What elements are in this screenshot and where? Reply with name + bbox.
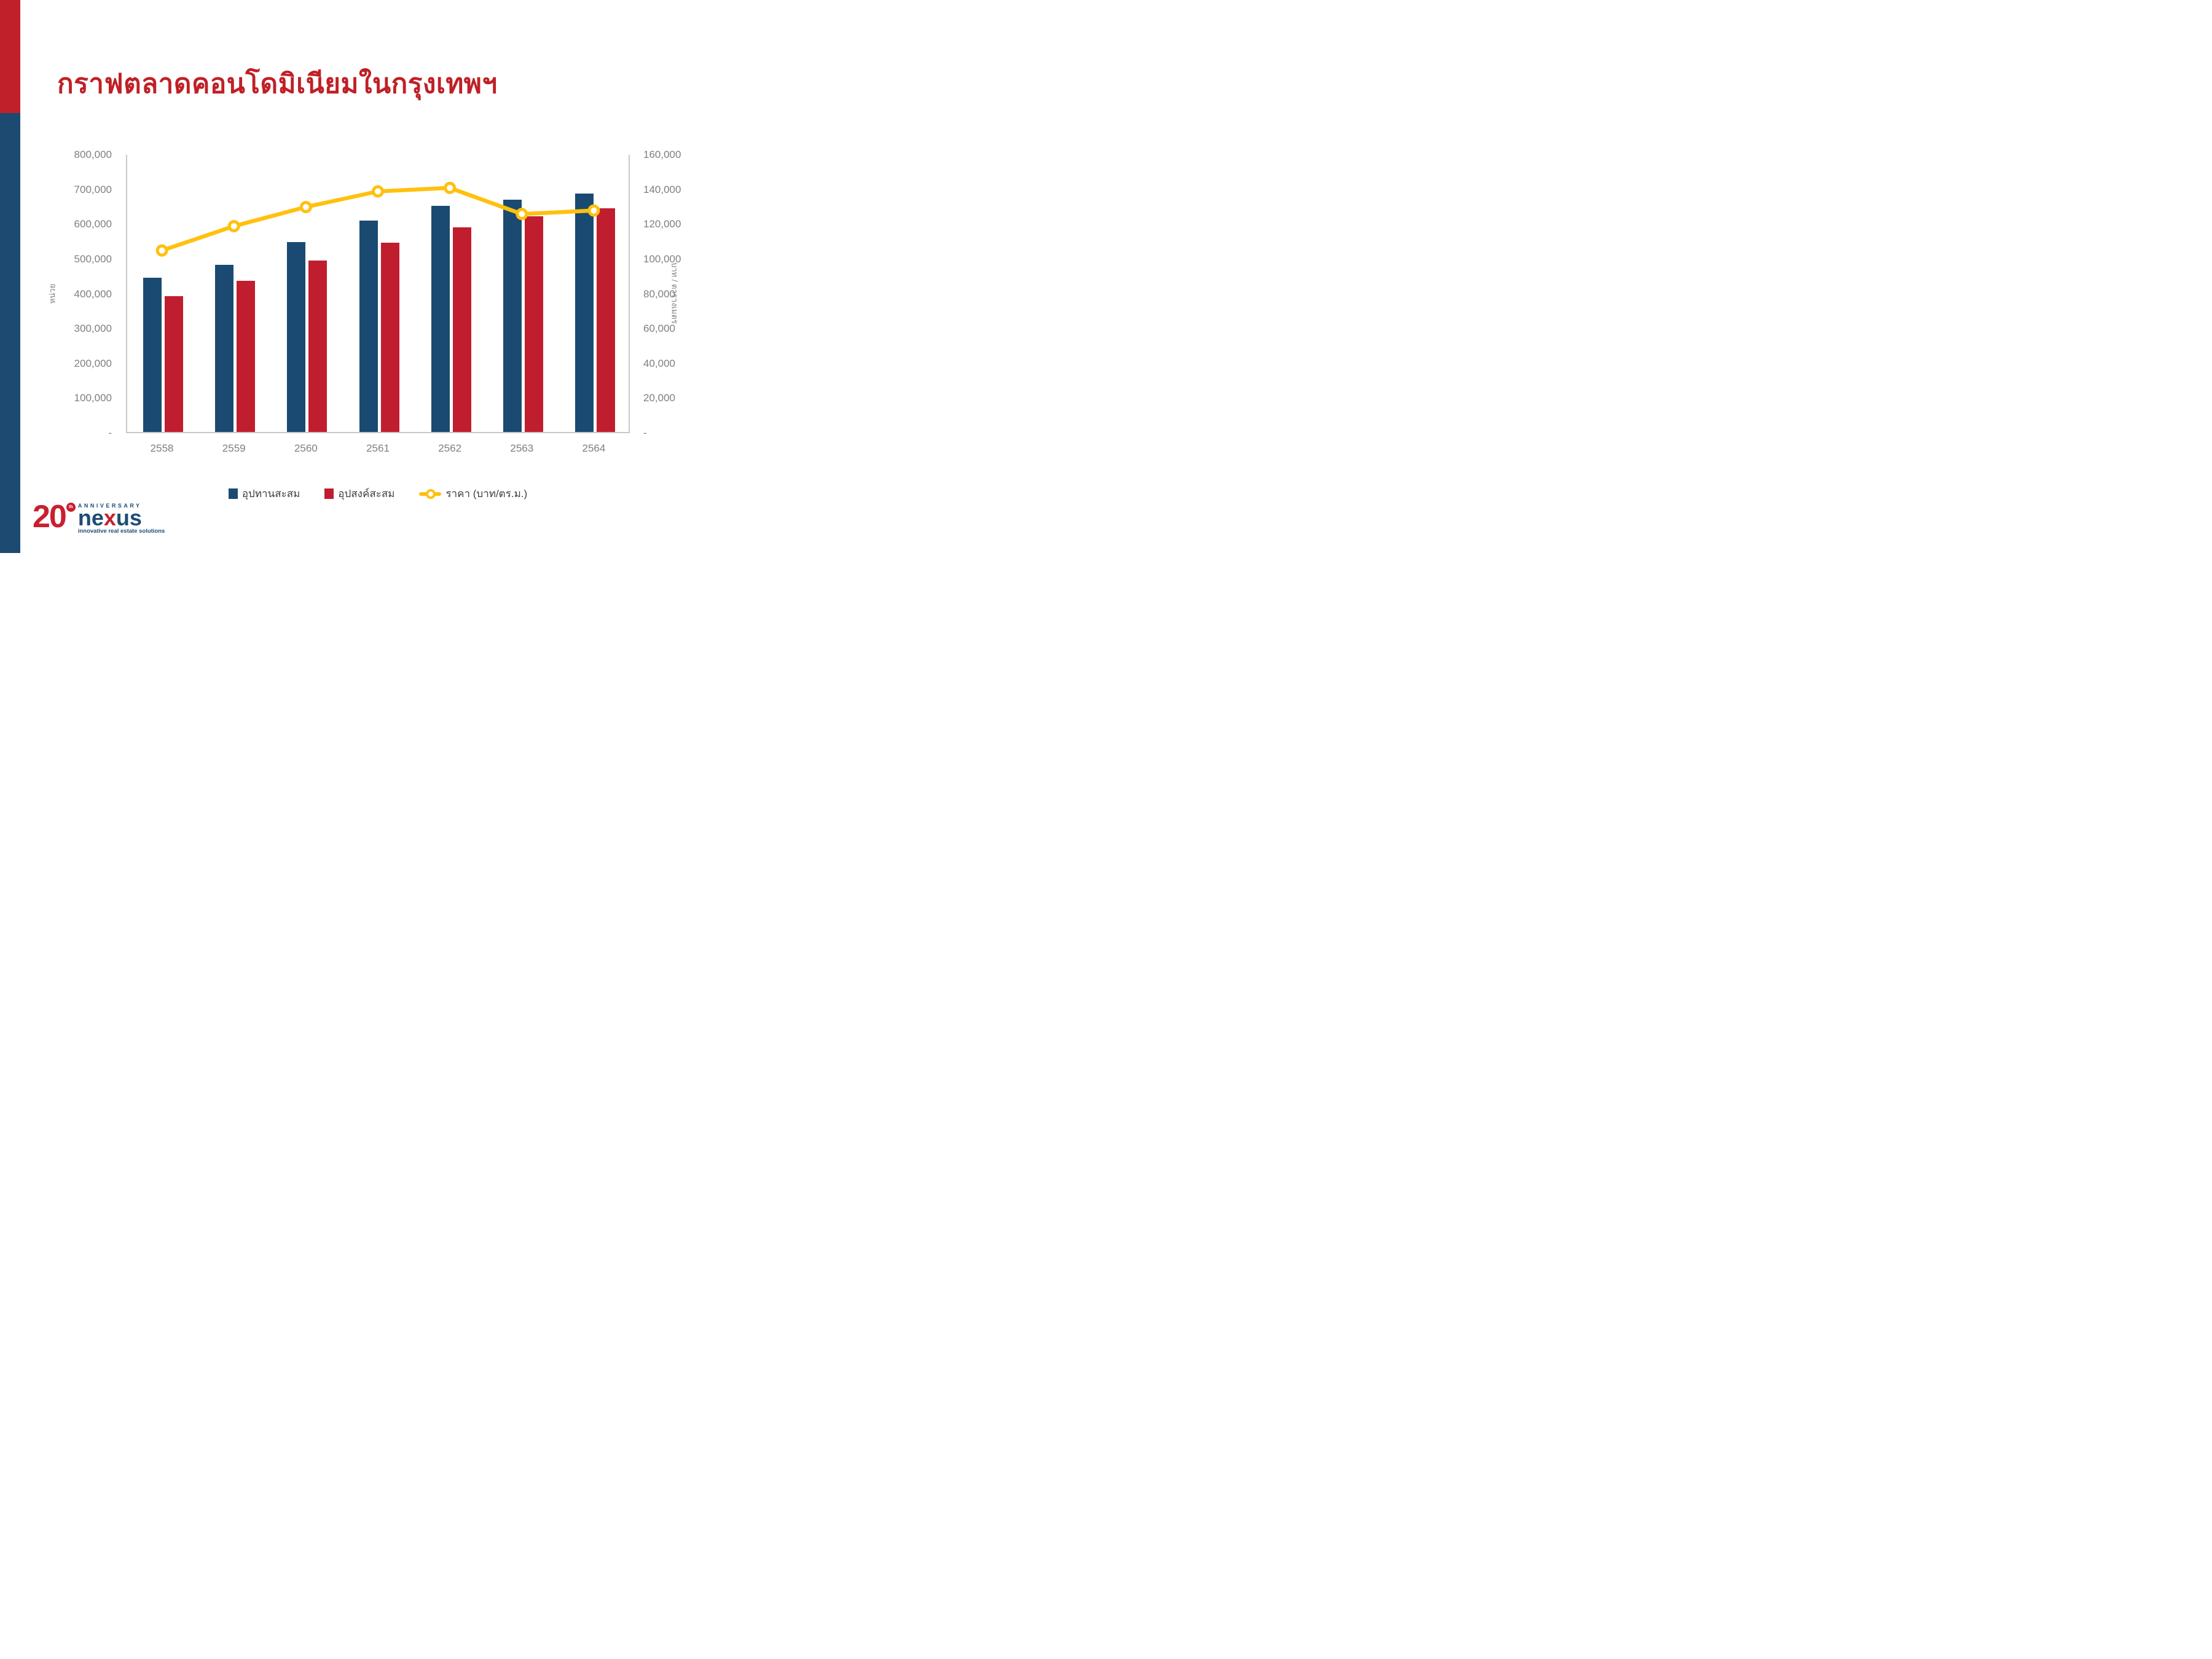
- slide-canvas: กราฟตลาดคอนโดมิเนียมในกรุงเทพฯ หน่วย บาท…: [0, 0, 737, 553]
- page-title: กราฟตลาดคอนโดมิเนียมในกรุงเทพฯ: [57, 69, 498, 100]
- left-axis-tick-label: 600,000: [74, 218, 112, 230]
- demand-bar-2564: [596, 208, 615, 432]
- supply-legend-label: อุปทานสะสม: [241, 488, 300, 500]
- logo-text-block: ANNIVERSARY nexus innovative real estate…: [78, 503, 165, 535]
- logo-nexus-us: us: [116, 505, 142, 530]
- demand-swatch: [324, 488, 334, 499]
- demand-bar-2558: [165, 296, 184, 432]
- accent-bar-red-segment: [0, 0, 20, 113]
- right-axis-tick-label: -: [643, 427, 647, 439]
- logo-tagline: innovative real estate solutions: [77, 528, 165, 535]
- left-accent-bar: [0, 0, 20, 553]
- right-axis-tick-label: 20,000: [643, 392, 675, 404]
- x-axis-label-2558: 2558: [150, 442, 174, 454]
- price-marker-2562: [444, 181, 457, 194]
- price-marker-2561: [372, 185, 384, 198]
- right-axis-tick-label: 120,000: [643, 218, 681, 230]
- supply-bar-2560: [287, 241, 306, 432]
- left-axis-tick-label: 200,000: [74, 357, 112, 369]
- legend-item-price: ราคา (บาท/ตร.ม.): [419, 485, 527, 502]
- supply-bar-2562: [431, 205, 450, 432]
- demand-bar-2563: [524, 216, 543, 432]
- x-axis-label-2563: 2563: [510, 442, 534, 454]
- price-marker-dot: [426, 488, 436, 499]
- logo-anniversary-text: ANNIVERSARY: [77, 503, 142, 509]
- x-axis-label-2561: 2561: [366, 442, 390, 454]
- price-legend-label: ราคา (บาท/ตร.ม.): [445, 488, 528, 500]
- supply-bar-2561: [359, 221, 378, 432]
- logo-number: 20: [33, 499, 67, 535]
- accent-bar-blue-segment: [0, 113, 20, 553]
- price-marker-2558: [155, 244, 168, 257]
- demand-bar-2562: [452, 227, 471, 432]
- price-line-marker-icon: [419, 488, 442, 500]
- right-axis-tick-label: 160,000: [643, 149, 681, 160]
- x-axis-label-2559: 2559: [222, 442, 246, 454]
- logo-nexus-ne: ne: [77, 505, 104, 530]
- chart-plot-area: [126, 155, 630, 433]
- supply-bar-2559: [215, 264, 234, 432]
- price-marker-2559: [227, 220, 240, 233]
- demand-legend-label: อุปสงค์สะสม: [338, 488, 395, 500]
- left-axis-tick-label: -: [108, 427, 112, 439]
- demand-bar-2561: [380, 242, 399, 432]
- supply-bar-2564: [575, 193, 594, 432]
- logo-nexus-x: x: [103, 505, 116, 530]
- x-axis-label-2560: 2560: [294, 442, 318, 454]
- logo-ordinal-badge: th: [66, 503, 76, 512]
- supply-bar-2563: [503, 199, 522, 432]
- price-marker-2564: [587, 204, 600, 217]
- supply-swatch: [228, 488, 238, 499]
- supply-bar-2558: [143, 278, 162, 432]
- left-axis-tick-label: 300,000: [74, 323, 112, 335]
- left-axis-tick-label: 700,000: [74, 183, 112, 195]
- chart-legend: อุปทานสะสม อุปสงค์สะสม ราคา (บาท/ตร.ม.): [126, 485, 630, 502]
- x-axis-label-2562: 2562: [438, 442, 462, 454]
- logo-nexus-wordmark: nexus: [78, 507, 165, 529]
- right-axis-tick-label: 60,000: [643, 323, 675, 335]
- left-axis-tick-label: 800,000: [74, 149, 112, 160]
- left-axis-tick-label: 400,000: [74, 288, 112, 300]
- right-axis-tick-label: 100,000: [643, 253, 681, 265]
- demand-bar-2559: [237, 280, 256, 432]
- legend-item-demand: อุปสงค์สะสม: [324, 485, 394, 502]
- demand-bar-2560: [308, 260, 327, 432]
- right-axis-tick-label: 80,000: [643, 288, 675, 300]
- legend-item-supply: อุปทานสะสม: [228, 485, 300, 502]
- left-axis-tick-label: 500,000: [74, 253, 112, 265]
- x-axis-label-2564: 2564: [582, 442, 606, 454]
- left-axis-tick-label: 100,000: [74, 392, 112, 404]
- price-marker-2560: [299, 200, 312, 213]
- price-marker-2563: [516, 208, 528, 221]
- price-line-chart: [155, 181, 600, 257]
- right-axis-tick-label: 140,000: [643, 183, 681, 195]
- right-axis-tick-label: 40,000: [643, 357, 675, 369]
